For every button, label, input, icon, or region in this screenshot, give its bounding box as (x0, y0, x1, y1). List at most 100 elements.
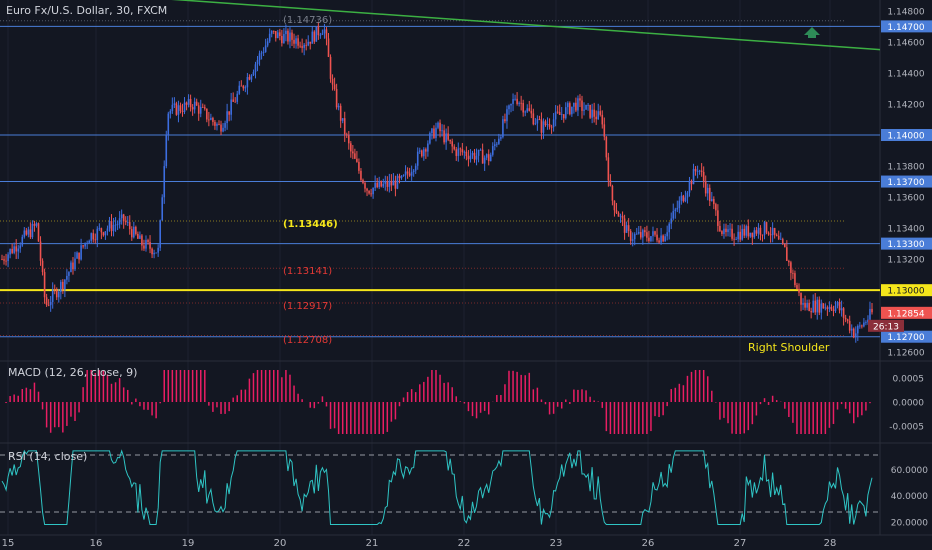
candle-body (520, 102, 522, 104)
candle-body (143, 245, 145, 249)
candle-body (246, 77, 249, 88)
candle-body (437, 122, 439, 128)
candle-body (646, 232, 648, 238)
candle-body (767, 232, 770, 235)
candle-body (64, 279, 66, 290)
candle-body (329, 56, 332, 79)
candle-body (157, 247, 159, 253)
candle-body (589, 104, 591, 118)
price-axis: 1.14800 1.14700 1.14600 1.14400 1.14200 1.140… (868, 7, 932, 528)
macd-tick: 0.0005 (893, 375, 925, 385)
candle-body (615, 210, 618, 213)
candle-body (187, 98, 190, 105)
candle-body (538, 119, 541, 120)
candle-body (810, 311, 812, 313)
candle-body (53, 289, 56, 291)
candle-body (325, 29, 328, 39)
candle-body (29, 229, 32, 238)
candle-body (786, 247, 788, 261)
candle-body (414, 165, 417, 171)
candle-body (1, 259, 3, 260)
candle-body (254, 64, 257, 73)
candle-body (167, 113, 170, 135)
candle-body (408, 173, 411, 176)
candle-body (483, 157, 486, 164)
candle-body (100, 228, 103, 233)
candle-body (633, 234, 636, 240)
candle-body (124, 221, 127, 223)
candle-body (206, 108, 208, 120)
candle-body (771, 228, 774, 236)
candle-body (534, 123, 537, 125)
price-tick: 1.12600 (887, 349, 924, 359)
price-tick: 1.13400 (887, 225, 924, 235)
candle-body (185, 102, 188, 105)
candle-body (489, 154, 492, 162)
candle-body (625, 225, 628, 233)
candle-body (496, 143, 498, 145)
candle-body (279, 32, 281, 36)
candle-body (41, 260, 44, 273)
candle-body (94, 239, 97, 241)
candle-body (110, 221, 113, 232)
candle-body (706, 187, 709, 194)
candle-body (315, 26, 318, 42)
candle-body (15, 246, 17, 252)
candle-body (443, 130, 445, 143)
candle-body (536, 119, 539, 124)
candle-body (554, 111, 557, 120)
candle-body (305, 44, 307, 46)
candle-body (751, 232, 754, 238)
candle-body (451, 141, 454, 147)
candle-body (297, 38, 299, 46)
candle-body (203, 107, 206, 109)
candle-body (62, 281, 64, 290)
candle-body (820, 303, 823, 313)
candle-body (212, 117, 214, 122)
candle-body (493, 144, 496, 147)
countdown: 26:13 (873, 322, 899, 332)
candle-body (607, 157, 610, 181)
candle-body (358, 161, 360, 171)
candle-body (80, 245, 82, 260)
price-tick: 1.14000 (887, 132, 924, 142)
candle-body (222, 127, 224, 132)
candle-body (508, 105, 510, 110)
price-tick: 1.14200 (887, 100, 924, 110)
candle-body (238, 85, 241, 94)
candle-body (86, 242, 88, 244)
candle-body (66, 275, 68, 280)
candle-body (548, 124, 551, 127)
candle-body (749, 232, 752, 237)
candle-body (130, 229, 133, 238)
candle-body (603, 124, 606, 137)
candle-body (171, 104, 174, 111)
candle-body (796, 285, 798, 289)
candle-body (802, 303, 804, 305)
candle-body (487, 154, 490, 162)
price-tick: 1.13200 (887, 256, 924, 266)
candle-body (250, 75, 253, 80)
candle-body (5, 260, 7, 262)
candle-body (867, 319, 869, 323)
candle-body (567, 103, 569, 108)
candle-body (240, 85, 243, 87)
candle-body (723, 228, 725, 234)
macd-title: MACD (12, 26, close, 9) (8, 366, 138, 379)
candle-body (347, 135, 350, 144)
candle-body (654, 231, 656, 235)
candle-body (199, 106, 202, 114)
level-label-12917: (1.12917) (283, 301, 333, 312)
candle-body (418, 150, 421, 152)
candle-body (151, 248, 153, 255)
candle-body (859, 325, 861, 327)
candle-body (473, 152, 476, 160)
candle-body (439, 122, 441, 132)
candle-body (583, 109, 585, 111)
candle-body (169, 110, 172, 114)
candle-body (743, 228, 746, 236)
candle-body (258, 53, 261, 60)
candle-body (214, 121, 216, 126)
candle-body (644, 230, 646, 233)
candle-body (765, 222, 768, 233)
